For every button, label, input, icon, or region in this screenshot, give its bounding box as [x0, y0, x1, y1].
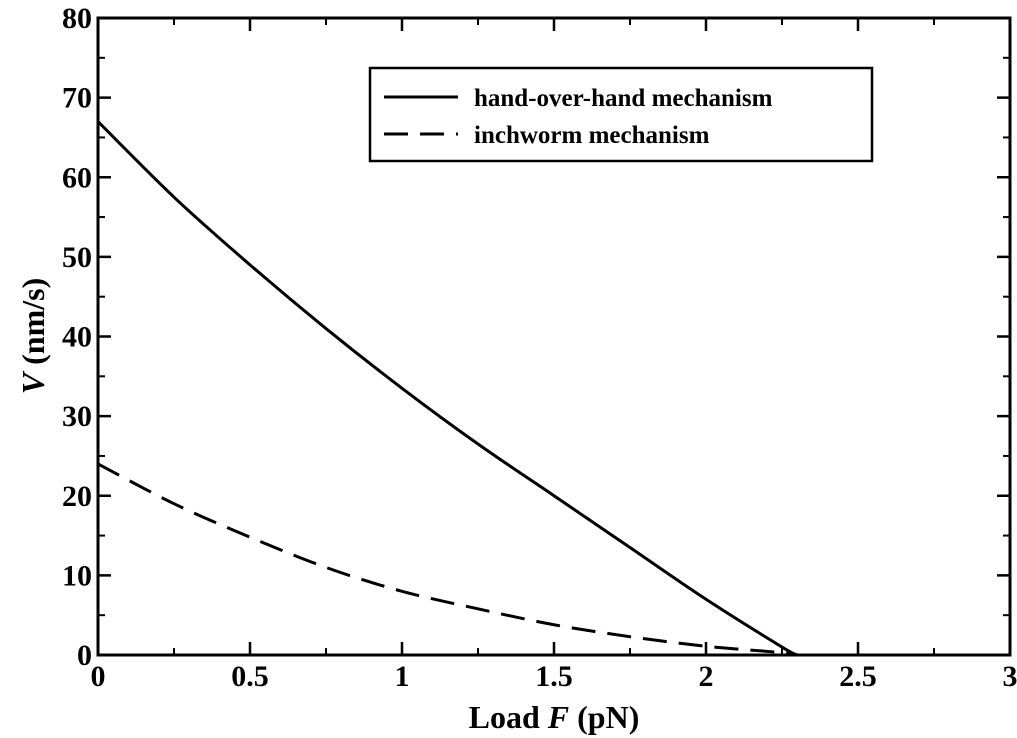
y-axis-title: V (nm/s) [15, 278, 51, 394]
x-tick-label: 1 [395, 660, 410, 693]
y-tick-label: 80 [62, 2, 92, 35]
x-tick-label: 3 [1003, 660, 1017, 693]
y-tick-label: 50 [62, 241, 92, 274]
x-tick-labels: 0 0.5 1 1.5 2 2.5 3 [91, 660, 1017, 693]
legend-box [368, 66, 874, 163]
legend-label-hand-over-hand: hand-over-hand mechanism [474, 85, 773, 112]
y-tick-label: 40 [62, 321, 92, 354]
y-tick-label: 20 [62, 480, 92, 513]
legend-label-inchworm: inchworm mechanism [474, 122, 710, 149]
x-axis-title: Load F (pN) [469, 699, 640, 735]
series-line-1 [97, 462, 798, 657]
x-tick-label: 2 [699, 660, 714, 693]
series-line-0 [96, 120, 798, 657]
y-tick-labels: 0 10 20 30 40 50 60 70 80 [62, 2, 92, 672]
y-tick-label: 70 [62, 82, 92, 115]
y-tick-label: 30 [62, 400, 92, 433]
y-tick-label: 60 [62, 161, 92, 194]
x-tick-label: 0.5 [231, 660, 269, 693]
legend: hand-over-hand mechanism inchworm mechan… [368, 66, 874, 163]
x-tick-label: 0 [91, 660, 106, 693]
y-tick-label: 10 [62, 559, 92, 592]
x-tick-label: 1.5 [535, 660, 573, 693]
x-tick-label: 2.5 [839, 660, 877, 693]
ticks [96, 16, 1012, 657]
y-tick-label: 0 [77, 639, 92, 672]
series-layer [96, 120, 798, 657]
